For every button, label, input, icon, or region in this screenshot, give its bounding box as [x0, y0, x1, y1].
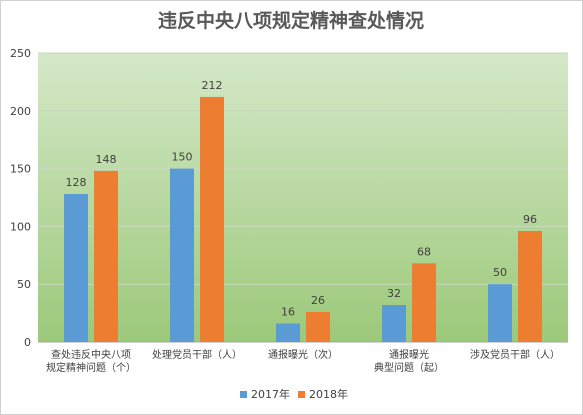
x-category-label: 通报曝光（次） [268, 348, 338, 361]
bar-series2 [412, 263, 436, 342]
y-tick-label: 150 [10, 163, 31, 176]
bar-series1 [170, 168, 194, 342]
plot-area [38, 53, 568, 342]
x-category-label: 处理党员干部（人） [152, 348, 242, 361]
data-label: 16 [281, 306, 295, 319]
bar-series2 [306, 311, 330, 342]
bar-series1 [64, 194, 88, 342]
bar-series1 [276, 323, 300, 342]
y-tick-label: 50 [17, 278, 31, 291]
x-category-label: 涉及党员干部（人） [470, 348, 560, 361]
y-tick-label: 200 [10, 105, 31, 118]
legend-label: 2017年 [251, 387, 290, 401]
data-label: 128 [66, 176, 87, 189]
data-label: 96 [523, 213, 537, 226]
x-category-label: 典型问题（起） [374, 361, 444, 374]
data-label: 68 [417, 245, 431, 258]
bar-series2 [200, 96, 224, 342]
bar-series2 [518, 231, 542, 342]
data-labels: 128 148 150 212 16 26 32 68 50 96 [66, 79, 538, 319]
x-category-label: 规定精神问题（个） [46, 361, 136, 374]
bar-series2 [94, 170, 118, 342]
data-label: 212 [202, 79, 223, 92]
x-category-label: 通报曝光 [389, 348, 429, 361]
legend-swatch [240, 391, 247, 398]
data-label: 26 [311, 294, 325, 307]
data-label: 148 [96, 153, 117, 166]
data-label: 50 [493, 266, 507, 279]
bar-series1 [382, 305, 406, 342]
gridlines [38, 52, 568, 343]
x-category-label: 查处违反中央八项 [51, 348, 131, 361]
chart-title: 违反中央八项规定精神查处情况 [158, 9, 424, 32]
y-tick-label: 250 [10, 47, 31, 60]
y-axis: 0 50 100 150 200 250 [10, 47, 31, 349]
y-tick-label: 100 [10, 220, 31, 233]
bars [64, 96, 542, 342]
bar-series1 [488, 284, 512, 342]
legend-label: 2018年 [309, 387, 348, 401]
data-label: 32 [387, 287, 401, 300]
legend: 2017年 2018年 [240, 387, 348, 401]
legend-swatch [298, 391, 305, 398]
y-tick-label: 0 [24, 336, 31, 349]
data-label: 150 [172, 151, 193, 164]
